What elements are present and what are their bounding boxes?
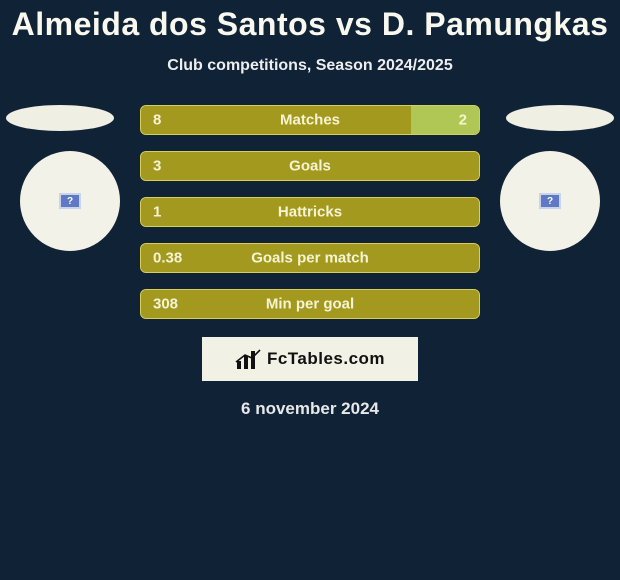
right-player-badge: ? (500, 151, 600, 251)
fctables-logo-text: FcTables.com (267, 349, 385, 369)
comparison-card: Almeida dos Santos vs D. Pamungkas Club … (0, 0, 620, 580)
date-label: 6 november 2024 (0, 399, 620, 419)
stat-label: Hattricks (141, 204, 479, 221)
comparison-bars: 82Matches 3Goals 1Hattricks 0.38Goals per m… (140, 105, 480, 319)
stat-bar: 308Min per goal (140, 289, 480, 319)
subtitle: Club competitions, Season 2024/2025 (0, 57, 620, 75)
right-player-shadow (506, 105, 614, 131)
unknown-flag-icon: ? (539, 193, 561, 209)
left-player-shadow (6, 105, 114, 131)
bars-icon (235, 349, 261, 369)
stat-label: Matches (141, 112, 479, 129)
stat-label: Min per goal (141, 296, 479, 313)
stat-label: Goals per match (141, 250, 479, 267)
stat-bar: 1Hattricks (140, 197, 480, 227)
stat-bar: 3Goals (140, 151, 480, 181)
content: ? ? 82Matches 3Goals 1Hattricks 0.38Goals p… (0, 105, 620, 419)
unknown-flag-icon: ? (59, 193, 81, 209)
stat-bar: 0.38Goals per match (140, 243, 480, 273)
fctables-logo: FcTables.com (202, 337, 418, 381)
stat-label: Goals (141, 158, 479, 175)
stat-bar: 82Matches (140, 105, 480, 135)
left-player-badge: ? (20, 151, 120, 251)
page-title: Almeida dos Santos vs D. Pamungkas (0, 0, 620, 43)
